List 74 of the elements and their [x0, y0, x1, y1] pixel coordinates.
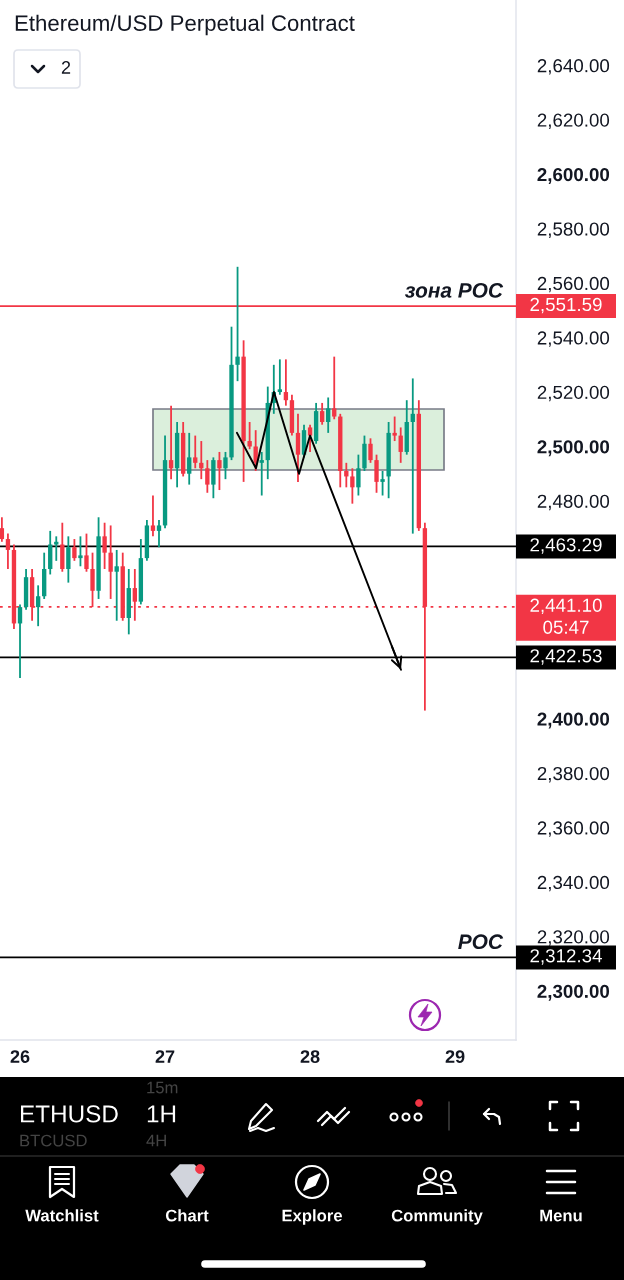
candlestick	[259, 451, 264, 497]
y-tick-label: 2,400.00	[537, 712, 610, 729]
ref-line-label: 2,312.34	[530, 949, 602, 965]
candlestick	[380, 470, 385, 497]
ref-line-label: 2,463.29	[530, 538, 602, 554]
text: 05:47	[543, 620, 589, 634]
text: Explore	[282, 1209, 342, 1225]
candlestick	[205, 459, 210, 494]
candlestick	[374, 453, 379, 494]
candlestick	[35, 584, 41, 628]
y-tick-label: 2,320.00	[537, 930, 610, 946]
candlestick	[223, 451, 228, 481]
y-tick-label: 2,520.00	[537, 385, 610, 402]
ref-line-label: 2,441.10	[530, 598, 602, 615]
candlestick	[392, 415, 397, 442]
candlestick	[193, 434, 198, 470]
x-tick-label: 29	[445, 1050, 465, 1063]
candlestick	[295, 412, 301, 483]
candlestick	[102, 521, 107, 570]
text: 15m	[147, 1081, 178, 1094]
candlestick	[368, 437, 373, 464]
candlestick	[332, 355, 337, 421]
x-tick-label: 28	[300, 1050, 320, 1063]
candlestick	[319, 402, 325, 426]
candlestick	[350, 467, 355, 505]
candlestick	[398, 426, 403, 464]
candlestick	[187, 431, 192, 486]
candlestick	[247, 421, 252, 451]
candlestick	[78, 535, 83, 568]
candlestick	[66, 535, 71, 584]
y-tick-label: 2,380.00	[537, 766, 610, 783]
text: BTCUSD	[20, 1134, 87, 1147]
candlestick	[156, 519, 162, 549]
x-tick-label: 27	[155, 1050, 175, 1063]
y-tick-label: 2,540.00	[537, 331, 610, 347]
text: Menu	[540, 1209, 582, 1222]
text: ETHUSD	[20, 1105, 118, 1123]
candlestick	[114, 549, 119, 622]
candlestick	[235, 265, 240, 383]
candlestick	[356, 453, 361, 497]
text: 1H	[147, 1105, 176, 1123]
y-tick-label: 2,500.00	[537, 440, 610, 457]
text: Chart	[165, 1209, 209, 1222]
candlestick	[72, 538, 77, 562]
candlestick	[17, 603, 23, 679]
y-tick-label: 2,560.00	[537, 276, 610, 293]
candlestick	[5, 532, 11, 570]
y-tick-label: 2,640.00	[537, 59, 610, 75]
ref-line-label: 2,551.59	[530, 297, 602, 314]
candlestick	[277, 358, 283, 396]
annotation: POC	[458, 934, 504, 950]
y-tick-label: 2,580.00	[537, 222, 610, 238]
candlestick	[217, 451, 222, 491]
candlestick	[150, 494, 156, 538]
annotation: 2	[61, 61, 71, 74]
candlestick	[108, 524, 113, 600]
y-tick-label: 2,480.00	[537, 494, 610, 511]
candlestick	[307, 423, 313, 453]
y-tick-label: 2,600.00	[537, 167, 610, 184]
candlestick	[326, 396, 331, 434]
candlestick	[0, 516, 5, 543]
y-tick-label: 2,360.00	[537, 821, 610, 837]
y-tick-label: 2,620.00	[537, 113, 610, 129]
text: Watchlist	[25, 1209, 99, 1222]
text: 4H	[146, 1134, 166, 1147]
y-tick-label: 2,340.00	[537, 875, 610, 892]
text: Ethereum/USD Perpetual Contract	[15, 14, 355, 36]
x-tick-label: 26	[10, 1050, 30, 1063]
annotation: зона POC	[404, 283, 504, 298]
y-tick-label: 2,300.00	[537, 984, 610, 1001]
text: Community	[391, 1209, 483, 1225]
candlestick	[54, 535, 59, 562]
ref-line-label: 2,422.53	[530, 649, 602, 665]
candlestick	[84, 532, 89, 573]
